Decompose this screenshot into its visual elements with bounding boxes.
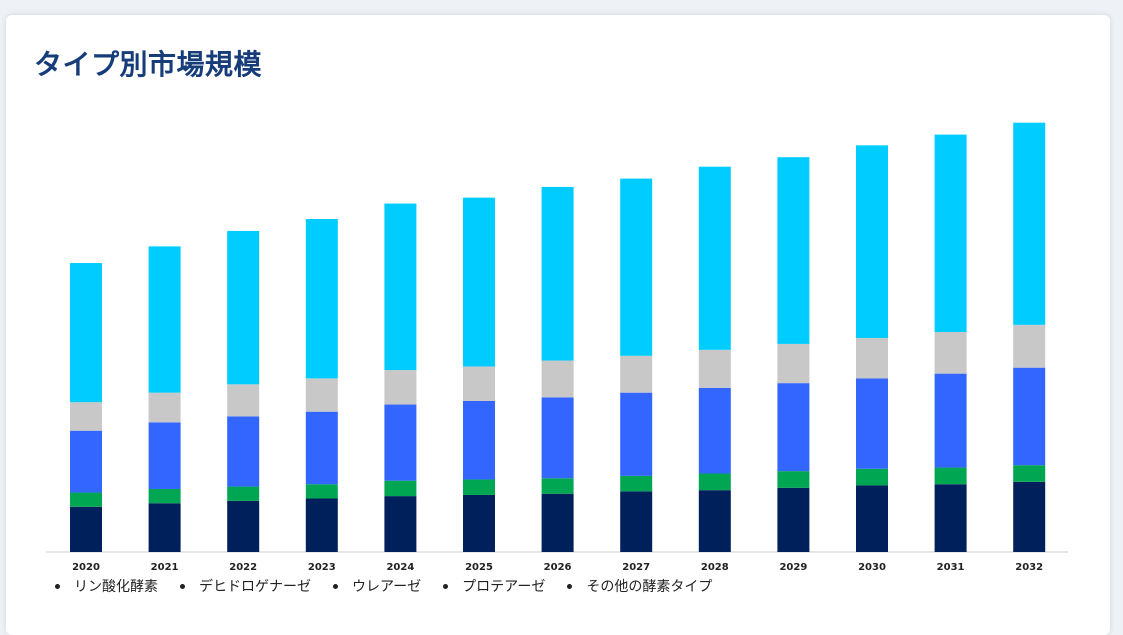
x-tick-label-2026: 2026 (544, 562, 572, 573)
bar-2029-series-1 (777, 471, 810, 488)
bar-2023-series-0 (305, 498, 338, 552)
bar-2032-series-3 (1013, 324, 1046, 368)
bar-2030-series-0 (856, 485, 888, 552)
bar-2031-series-2 (934, 373, 967, 468)
bar-2023-series-2 (305, 411, 338, 485)
x-tick-label-2031: 2031 (937, 562, 965, 573)
bar-2026-series-0 (541, 493, 574, 552)
bar-2032-series-1 (1013, 465, 1046, 482)
bar-2025-series-1 (463, 479, 495, 495)
bar-2021-series-1 (148, 488, 181, 504)
legend-bullet-icon (180, 583, 185, 589)
bar-2031-series-1 (934, 467, 967, 485)
x-tick-label-2032: 2032 (1015, 562, 1043, 573)
legend: リン酸化酵素 デヒドロゲナーゼ ウレアーゼ プロテアーゼ その他の酵素タイプ (55, 576, 734, 596)
bar-2024-series-0 (384, 496, 417, 552)
bar-2032-series-4 (1013, 122, 1046, 325)
page-title: タイプ別市場規模 (34, 48, 263, 81)
legend-item-2: ウレアーゼ (333, 576, 421, 596)
bar-2022-series-4 (227, 230, 260, 385)
bar-2027-series-0 (620, 491, 653, 552)
x-tick-label-2029: 2029 (779, 562, 807, 573)
bar-2027-series-2 (620, 392, 653, 476)
x-tick-label-2023: 2023 (308, 562, 336, 573)
bar-2029-series-3 (777, 343, 810, 384)
bar-2026-series-4 (541, 186, 574, 361)
bar-2024-series-3 (384, 370, 417, 405)
legend-label: ウレアーゼ (352, 579, 422, 595)
bar-2028-series-0 (698, 490, 731, 552)
bar-2032-series-2 (1013, 367, 1046, 466)
x-tick-label-2020: 2020 (72, 562, 100, 573)
bars-group (70, 122, 1046, 552)
legend-item-0: リン酸化酵素 (55, 576, 158, 596)
legend-item-1: デヒドロゲナーゼ (180, 576, 311, 596)
bar-2025-series-0 (463, 494, 495, 552)
bar-2024-series-1 (384, 480, 417, 497)
bar-2025-series-4 (463, 197, 495, 367)
bar-2025-series-2 (463, 400, 495, 480)
x-tick-label-2027: 2027 (622, 562, 650, 573)
bar-2021-series-4 (148, 246, 181, 393)
bar-2031-series-0 (934, 484, 967, 552)
bar-2020-series-3 (70, 402, 102, 431)
bar-2026-series-1 (541, 478, 574, 494)
bar-2028-series-3 (698, 349, 731, 388)
bar-2023-series-3 (305, 378, 338, 412)
bar-2024-series-2 (384, 404, 417, 481)
x-tick-label-2022: 2022 (229, 562, 257, 573)
bar-2030-series-4 (856, 145, 888, 338)
bar-2030-series-2 (856, 378, 888, 469)
bar-2030-series-1 (856, 468, 888, 486)
bar-2022-series-0 (227, 500, 260, 552)
bar-2027-series-4 (620, 178, 653, 356)
bar-2031-series-3 (934, 332, 967, 374)
legend-label: リン酸化酵素 (74, 579, 158, 595)
x-tick-label-2025: 2025 (465, 562, 493, 573)
legend-label: デヒドロゲナーゼ (199, 579, 311, 595)
bar-2020-series-0 (70, 506, 102, 552)
bar-2029-series-4 (777, 157, 810, 344)
bar-2026-series-3 (541, 360, 574, 398)
bar-2028-series-4 (698, 166, 731, 350)
bar-2022-series-3 (227, 384, 260, 417)
bar-2026-series-2 (541, 397, 574, 479)
bar-2027-series-1 (620, 475, 653, 492)
chart-area: 2020 2021 2022 2023 2024 2025 2026 2027 2028 2029… (46, 122, 1068, 573)
bar-2021-series-2 (148, 422, 181, 489)
bar-2022-series-1 (227, 486, 260, 501)
bar-2027-series-3 (620, 355, 653, 393)
bar-2031-series-4 (934, 134, 967, 332)
legend-bullet-icon (55, 583, 60, 589)
bar-2029-series-0 (777, 487, 810, 552)
x-tick-labels: 2020 2021 2022 2023 2024 2025 2026 2027 2028 2029… (72, 562, 1043, 573)
x-tick-label-2024: 2024 (386, 562, 414, 573)
legend-label: プロテアーゼ (462, 579, 546, 595)
bar-2020-series-2 (70, 430, 102, 493)
bar-2023-series-4 (305, 219, 338, 379)
bar-2023-series-1 (305, 484, 338, 499)
bar-2032-series-0 (1013, 481, 1046, 552)
legend-bullet-icon (333, 583, 338, 589)
legend-item-3: プロテアーゼ (443, 576, 545, 596)
bar-2021-series-3 (148, 392, 181, 423)
bar-2025-series-3 (463, 366, 495, 401)
bar-2021-series-0 (148, 503, 181, 552)
x-tick-label-2030: 2030 (858, 562, 886, 573)
bar-2020-series-4 (70, 263, 102, 403)
legend-label: その他の酵素タイプ (586, 579, 713, 595)
bar-2028-series-1 (698, 473, 731, 491)
bar-2020-series-1 (70, 492, 102, 507)
bar-2028-series-2 (698, 387, 731, 474)
bar-2030-series-3 (856, 337, 888, 379)
bar-2029-series-2 (777, 383, 810, 472)
legend-bullet-icon (567, 583, 573, 589)
x-tick-label-2028: 2028 (701, 562, 729, 573)
legend-item-4: その他の酵素タイプ (567, 576, 712, 596)
bar-2022-series-2 (227, 416, 260, 487)
legend-bullet-icon (443, 583, 449, 589)
x-tick-label-2021: 2021 (151, 562, 179, 573)
bar-2024-series-4 (384, 203, 417, 371)
